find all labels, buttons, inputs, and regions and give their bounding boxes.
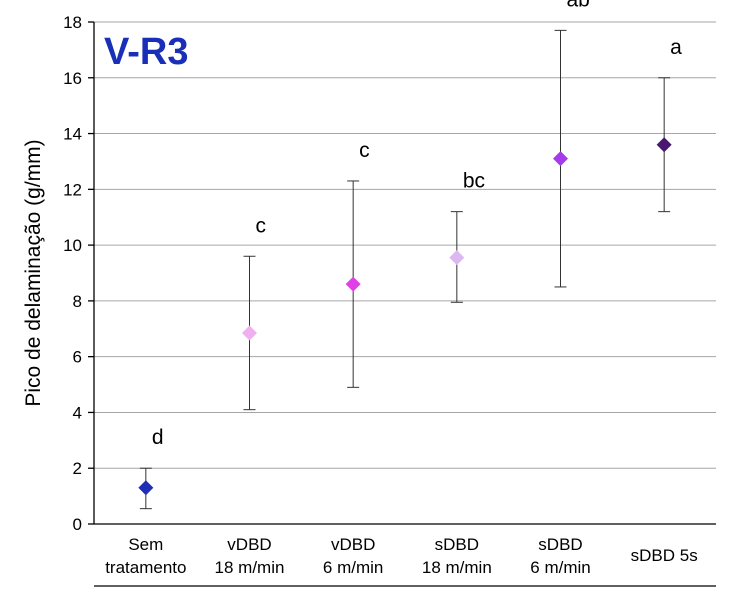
data-point [242, 325, 257, 341]
plot-area: d c c bc ab a [138, 0, 682, 510]
category-label-line: vDBD [331, 535, 375, 554]
y-tick-label: 8 [73, 292, 82, 311]
significance-label: bc [463, 170, 485, 193]
significance-label: d [152, 426, 164, 449]
y-tick-label: 18 [63, 13, 82, 32]
significance-label: c [359, 139, 370, 162]
y-tick-label: 2 [73, 459, 82, 478]
y-tick-label: 16 [63, 69, 82, 88]
data-point [553, 151, 568, 167]
category-label: vDBD 6 m/min [323, 535, 383, 577]
y-tick-label: 0 [73, 515, 82, 534]
significance-label: c [256, 214, 267, 237]
category-label: sDBD 5s [631, 546, 698, 565]
y-axis: 0 2 4 6 8 10 12 14 16 18 [63, 13, 95, 534]
data-point [449, 250, 465, 266]
category-label-line: 18 m/min [422, 558, 492, 577]
y-axis-label: Pico de delaminação (g/mm) [22, 139, 45, 406]
category-label-line: tratamento [105, 558, 186, 577]
category-label-line: sDBD 5s [631, 546, 698, 565]
y-tick-label: 4 [73, 403, 82, 422]
significance-label: a [670, 36, 682, 59]
category-label-line: vDBD [227, 535, 271, 554]
category-label: sDBD 18 m/min [422, 535, 492, 577]
category-label: Sem tratamento [105, 535, 186, 577]
category-label-line: Sem [128, 535, 163, 554]
category-label: sDBD 6 m/min [530, 535, 590, 577]
category-label-line: sDBD [435, 535, 479, 554]
data-point [138, 480, 154, 496]
y-tick-label: 10 [63, 236, 82, 255]
chart-title: V-R3 [104, 31, 188, 73]
y-tick-label: 6 [73, 348, 82, 367]
category-label-line: sDBD [538, 535, 582, 554]
data-point [656, 137, 672, 153]
significance-label: ab [567, 0, 590, 11]
y-tick-label: 14 [63, 125, 82, 144]
data-point [345, 276, 361, 292]
category-label: vDBD 18 m/min [215, 535, 285, 577]
gridlines [94, 21, 716, 469]
y-tick-label: 12 [63, 180, 82, 199]
category-label-line: 18 m/min [215, 558, 285, 577]
category-label-line: 6 m/min [530, 558, 590, 577]
category-label-line: 6 m/min [323, 558, 383, 577]
